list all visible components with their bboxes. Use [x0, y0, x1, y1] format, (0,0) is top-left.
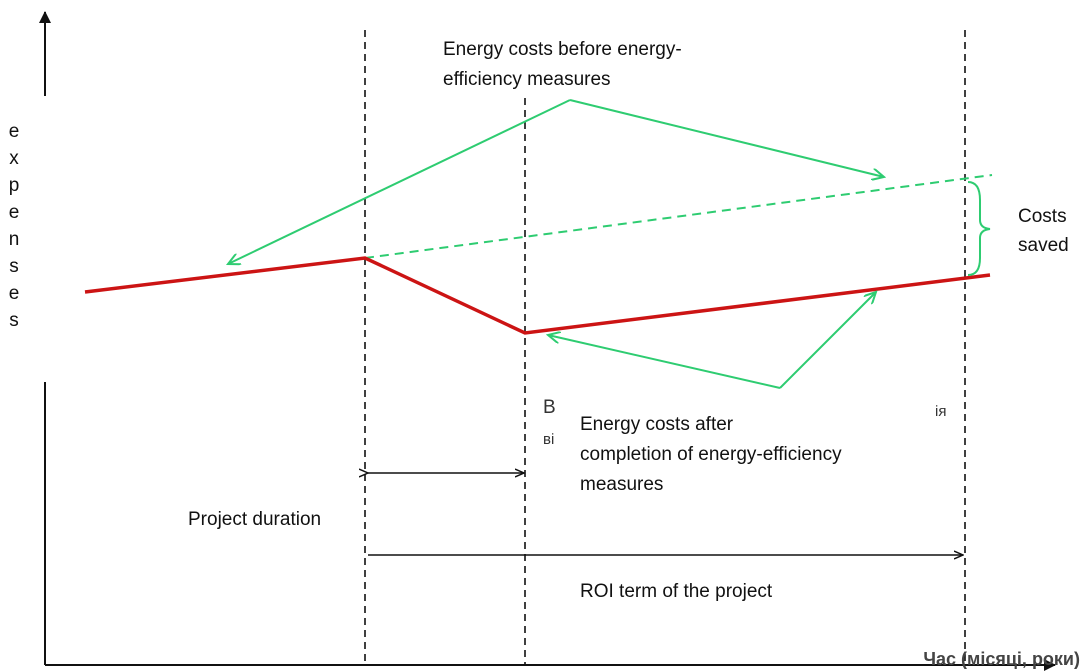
fragment: В — [543, 397, 556, 418]
before-label: Energy costs before energy- — [443, 39, 682, 60]
before-label: efficiency measures — [443, 69, 611, 90]
saved-label: Costs — [1018, 206, 1067, 227]
callout-arrows — [228, 99, 884, 389]
x-axis-label: Час (місяці, роки) — [923, 649, 1080, 669]
dashed-verticals — [364, 30, 966, 665]
fragment: ві — [543, 431, 554, 448]
roi-term: ROI term of the project — [580, 581, 773, 602]
after-label: measures — [580, 474, 663, 495]
actual-cost — [84, 256, 991, 335]
label-mask — [0, 96, 62, 382]
brace — [967, 181, 991, 276]
project-duration: Project duration — [188, 509, 321, 530]
saved-label: saved — [1018, 235, 1069, 256]
span-arrows — [368, 473, 963, 555]
after-label: completion of energy-efficiency — [580, 444, 842, 465]
y-axis-label: expenses — [8, 121, 20, 331]
after-label: Energy costs after — [580, 414, 734, 435]
baseline-cost — [364, 174, 993, 259]
fragment: ія — [935, 403, 946, 420]
